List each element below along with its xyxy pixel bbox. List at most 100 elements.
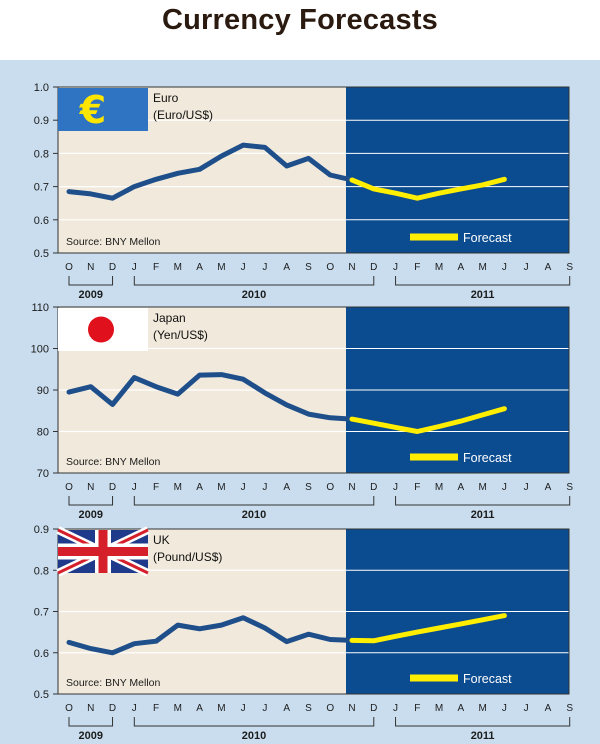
x-tick-label: J [132, 262, 137, 273]
year-label: 2009 [79, 289, 103, 301]
year-bracket [68, 496, 114, 506]
x-tick-label: D [370, 262, 377, 273]
y-tick-label: 0.5 [34, 689, 49, 701]
x-tick-label: M [217, 262, 225, 273]
year-bracket [68, 717, 114, 727]
x-tick-label: S [566, 482, 573, 493]
euro-symbol-icon: € [58, 88, 148, 132]
y-tick-label: 0.7 [34, 607, 49, 619]
year-bracket [133, 717, 375, 727]
x-tick-label: O [65, 703, 73, 714]
chart-2: 0.5 0.6 0.7 0.8 0.9 UK (Pound/US$) Source: BNY … [34, 524, 574, 742]
source-note: Source: BNY Mellon [66, 456, 161, 468]
year-bracket [133, 276, 375, 286]
x-tick-label: S [566, 703, 573, 714]
source-note: Source: BNY Mellon [66, 677, 161, 689]
x-tick-label: O [65, 482, 73, 493]
x-tick-label: M [217, 703, 225, 714]
x-tick-label: J [393, 262, 398, 273]
japan-flag-icon [58, 308, 148, 351]
x-tick-label: M [435, 262, 443, 273]
history-line [66, 615, 355, 656]
x-tick-label: M [174, 262, 182, 273]
x-tick-label: D [370, 482, 377, 493]
plot-frame [57, 528, 570, 695]
x-tick-label: M [174, 482, 182, 493]
x-tick-label: J [502, 262, 507, 273]
x-tick-label: J [132, 703, 137, 714]
x-tick-label: F [414, 262, 420, 273]
x-tick-label: N [348, 482, 355, 493]
y-tick-label: 110 [31, 302, 49, 314]
x-tick-label: F [153, 482, 159, 493]
year-bracket [68, 276, 114, 286]
y-tick-label: 0.7 [34, 182, 49, 194]
chart-title: UK [153, 533, 170, 547]
x-tick-label: F [153, 703, 159, 714]
x-tick-label: D [109, 482, 116, 493]
x-tick-label: M [435, 482, 443, 493]
uk-flag-icon [56, 526, 150, 577]
x-tick-label: J [393, 703, 398, 714]
x-tick-label: J [524, 703, 529, 714]
forecast-line [349, 613, 507, 644]
x-tick-label: A [196, 262, 203, 273]
y-tick-label: 0.5 [34, 248, 49, 260]
legend-label: Forecast [463, 451, 512, 465]
x-tick-label: O [326, 482, 334, 493]
x-tick-label: S [566, 262, 573, 273]
plot-frame [57, 306, 570, 474]
history-line [66, 142, 355, 201]
x-tick-label: J [262, 482, 267, 493]
year-bracket [395, 717, 571, 727]
x-tick-label: A [545, 703, 552, 714]
chart-1: 70 80 90 100 110 Japan (Yen/US$) Source: BNY Me… [31, 302, 574, 521]
plot-frame [57, 86, 570, 254]
x-tick-label: J [262, 703, 267, 714]
year-label: 2009 [79, 730, 103, 742]
x-tick-label: O [65, 262, 73, 273]
x-tick-label: J [393, 482, 398, 493]
y-tick-label: 0.9 [34, 115, 49, 127]
y-tick-label: 0.6 [34, 215, 49, 227]
x-tick-label: N [87, 703, 94, 714]
x-tick-label: A [545, 482, 552, 493]
chart-title: Japan [153, 311, 186, 325]
x-tick-label: A [545, 262, 552, 273]
x-tick-label: M [217, 482, 225, 493]
x-tick-label: F [414, 703, 420, 714]
chart-title: Euro [153, 91, 179, 105]
x-tick-label: S [305, 482, 312, 493]
x-tick-label: M [478, 482, 486, 493]
x-tick-label: A [196, 703, 203, 714]
x-tick-label: J [241, 703, 246, 714]
x-tick-label: J [502, 703, 507, 714]
year-bracket [395, 276, 571, 286]
flag-disc [88, 316, 114, 343]
x-tick-label: S [305, 703, 312, 714]
year-label: 2009 [79, 509, 103, 521]
x-tick-label: J [524, 482, 529, 493]
y-tick-label: 90 [37, 385, 49, 397]
chart-subtitle: (Yen/US$) [153, 328, 208, 342]
y-tick-label: 0.8 [34, 148, 49, 160]
year-label: 2011 [471, 289, 495, 301]
x-tick-label: D [370, 703, 377, 714]
y-tick-label: 0.8 [34, 565, 49, 577]
x-tick-label: J [502, 482, 507, 493]
forecast-line [349, 406, 507, 434]
x-tick-label: A [196, 482, 203, 493]
year-label: 2010 [242, 289, 266, 301]
x-tick-label: D [109, 262, 116, 273]
x-tick-label: M [478, 262, 486, 273]
legend-label: Forecast [463, 231, 512, 245]
x-tick-label: D [109, 703, 116, 714]
year-label: 2010 [242, 509, 266, 521]
x-tick-label: A [458, 703, 465, 714]
x-tick-label: A [458, 482, 465, 493]
year-label: 2011 [471, 509, 495, 521]
history-line [66, 372, 355, 422]
year-bracket [133, 496, 375, 506]
chart-subtitle: (Euro/US$) [153, 108, 213, 122]
x-tick-label: J [524, 262, 529, 273]
